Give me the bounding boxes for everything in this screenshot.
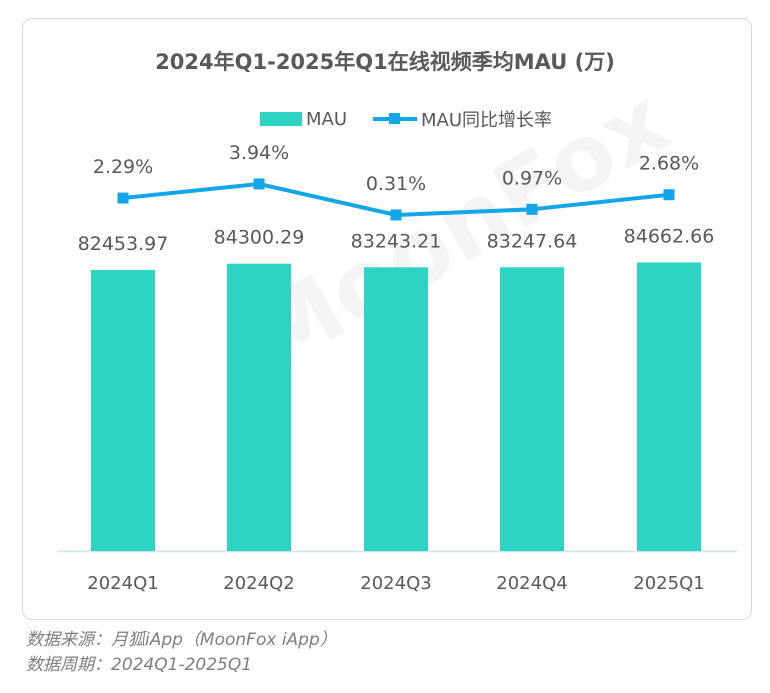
growth-point — [526, 203, 538, 215]
bar-2025Q1 — [637, 262, 701, 551]
bar-value-label: 84662.66 — [624, 225, 715, 247]
growth-value-label: 2.29% — [93, 156, 153, 178]
source-note: 数据来源：月狐iApp（MoonFox iApp） — [26, 630, 337, 650]
bar-2024Q1 — [91, 269, 155, 551]
chart-title: 2024年Q1-2025年Q1在线视频季均MAU (万) — [155, 50, 615, 74]
growth-point — [390, 209, 402, 221]
footer: 数据来源：月狐iApp（MoonFox iApp） 数据周期：2024Q1-20… — [26, 628, 337, 678]
legend-label-growth: MAU同比增长率 — [421, 110, 553, 131]
x-tick-label: 2024Q3 — [360, 573, 431, 594]
growth-point — [253, 178, 265, 190]
bar-value-label: 82453.97 — [78, 233, 169, 255]
bar-value-label: 83243.21 — [351, 230, 442, 252]
growth-point — [663, 189, 675, 201]
bar-value-label: 84300.29 — [214, 227, 305, 249]
bar-2024Q3 — [364, 267, 428, 551]
x-tick-label: 2024Q1 — [87, 573, 158, 594]
legend: MAU MAU同比增长率 — [260, 106, 552, 132]
growth-value-label: 0.97% — [502, 167, 562, 189]
legend-label-mau: MAU — [306, 108, 348, 130]
bar-2024Q4 — [500, 267, 564, 551]
x-tick-label: 2025Q1 — [633, 573, 704, 594]
bar-value-label: 83247.64 — [487, 230, 578, 252]
legend-line-swatch — [373, 113, 418, 124]
x-tick-label: 2024Q4 — [496, 573, 567, 594]
growth-value-label: 3.94% — [229, 142, 289, 164]
bar-2024Q2 — [227, 263, 291, 551]
growth-value-label: 2.68% — [639, 153, 699, 175]
period-note: 数据周期：2024Q1-2025Q1 — [26, 655, 253, 675]
chart-card — [22, 18, 752, 620]
legend-bar-swatch — [260, 112, 302, 126]
growth-point — [117, 192, 129, 204]
x-tick-label: 2024Q2 — [223, 573, 294, 594]
growth-value-label: 0.31% — [366, 173, 426, 195]
